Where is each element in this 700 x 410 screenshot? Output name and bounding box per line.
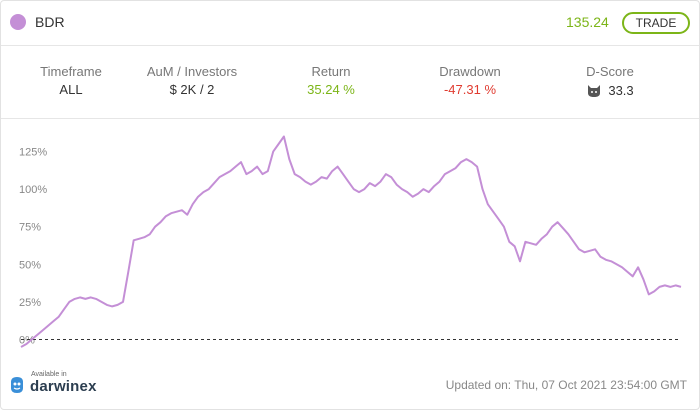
dscore-value-wrap: 33.3 xyxy=(540,82,680,98)
equity-chart: 0% 25% 50% 75% 100% 125% xyxy=(19,135,682,348)
y-tick-label: 25% xyxy=(19,297,41,309)
cat-icon xyxy=(588,85,601,97)
y-tick-label: 125% xyxy=(19,147,47,159)
aum-value: $ 2K / 2 xyxy=(169,82,215,97)
y-tick-label: 75% xyxy=(19,222,41,234)
price-value: 135.24 xyxy=(566,14,609,30)
darwinex-brand[interactable]: Available in darwinex xyxy=(9,371,129,401)
updated-timestamp: Updated on: Thu, 07 Oct 2021 23:54:00 GM… xyxy=(445,378,687,392)
stat-timeframe: Timeframe ALL xyxy=(1,64,141,97)
stat-aum: AuM / Investors $ 2K / 2 xyxy=(122,64,262,97)
y-tick-label: 100% xyxy=(19,184,47,196)
stats-row: Timeframe ALL AuM / Investors $ 2K / 2 R… xyxy=(1,46,699,119)
stat-return: Return 35.24 % xyxy=(261,64,401,97)
series-line xyxy=(20,135,682,348)
dscore-label: D-Score xyxy=(586,64,634,79)
card-header: BDR 135.24 TRADE xyxy=(1,1,699,46)
brand-name: darwinex xyxy=(30,378,97,395)
ticker-symbol[interactable]: BDR xyxy=(35,14,65,30)
return-label: Return xyxy=(311,64,351,79)
timeframe-label: Timeframe xyxy=(40,64,102,79)
y-axis: 0% 25% 50% 75% 100% 125% xyxy=(19,147,47,347)
aum-label: AuM / Investors xyxy=(146,64,238,79)
y-tick-label: 0% xyxy=(19,334,35,346)
dscore-value: 33.3 xyxy=(608,82,634,98)
stat-dscore: D-Score 33.3 xyxy=(540,64,680,98)
strategy-color-dot xyxy=(10,14,26,30)
timeframe-value[interactable]: ALL xyxy=(59,82,83,97)
trade-button[interactable]: TRADE xyxy=(622,12,690,34)
y-tick-label: 50% xyxy=(19,259,41,271)
return-value: 35.24 % xyxy=(307,82,355,97)
stat-drawdown: Drawdown -47.31 % xyxy=(400,64,540,97)
darwinex-icon xyxy=(11,377,23,393)
drawdown-label: Drawdown xyxy=(439,64,501,79)
available-in-label: Available in xyxy=(31,371,67,378)
drawdown-value: -47.31 % xyxy=(443,82,497,97)
